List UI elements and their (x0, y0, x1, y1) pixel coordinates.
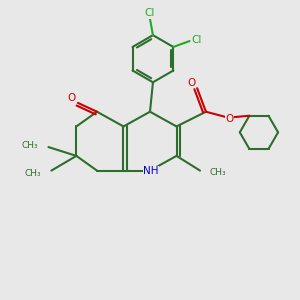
Text: CH₃: CH₃ (209, 169, 226, 178)
Text: CH₃: CH₃ (22, 141, 38, 150)
Text: O: O (67, 94, 76, 103)
Text: Cl: Cl (192, 34, 202, 45)
Text: O: O (225, 114, 234, 124)
Text: O: O (188, 78, 196, 88)
Text: CH₃: CH₃ (24, 169, 41, 178)
Text: NH: NH (143, 166, 159, 176)
Text: Cl: Cl (145, 8, 155, 18)
